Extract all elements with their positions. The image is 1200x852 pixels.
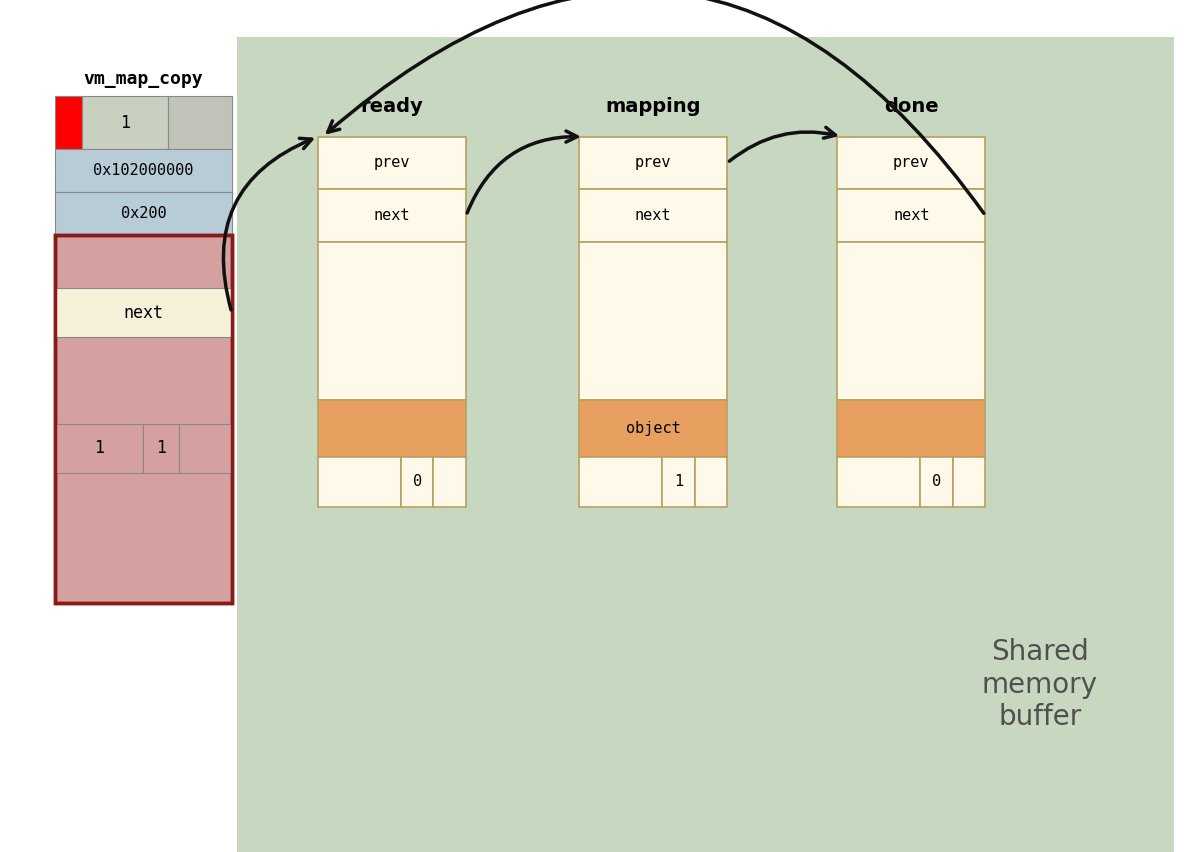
- Bar: [318, 189, 466, 242]
- Bar: [953, 457, 985, 507]
- Bar: [318, 136, 466, 189]
- Bar: [578, 457, 662, 507]
- Bar: [838, 242, 985, 400]
- Bar: [578, 189, 727, 242]
- Bar: [578, 136, 727, 189]
- Text: prev: prev: [893, 155, 930, 170]
- Bar: [838, 189, 985, 242]
- Text: mapping: mapping: [605, 96, 701, 116]
- Bar: [318, 457, 401, 507]
- Bar: [838, 400, 985, 457]
- Bar: [179, 423, 232, 473]
- Text: next: next: [124, 303, 163, 321]
- Text: next: next: [373, 208, 410, 223]
- Bar: [695, 457, 727, 507]
- Bar: [168, 96, 232, 149]
- Text: 1: 1: [120, 114, 130, 132]
- Bar: [838, 136, 985, 189]
- Bar: [401, 457, 433, 507]
- Text: next: next: [893, 208, 930, 223]
- Bar: [55, 192, 232, 235]
- Text: 0x200: 0x200: [120, 206, 166, 222]
- Text: 0: 0: [932, 475, 941, 489]
- Bar: [318, 242, 466, 400]
- Bar: [433, 457, 466, 507]
- Text: next: next: [635, 208, 671, 223]
- Bar: [143, 423, 179, 473]
- Bar: [578, 400, 727, 457]
- Text: 1: 1: [94, 440, 104, 458]
- Text: Shared
memory
buffer: Shared memory buffer: [982, 638, 1098, 731]
- Bar: [55, 149, 232, 192]
- Bar: [920, 457, 953, 507]
- Bar: [55, 235, 232, 603]
- Text: 0x102000000: 0x102000000: [94, 163, 193, 178]
- Bar: [55, 96, 82, 149]
- Bar: [55, 235, 232, 603]
- Text: ready: ready: [361, 96, 424, 116]
- Bar: [318, 400, 466, 457]
- Text: object: object: [625, 421, 680, 436]
- Bar: [82, 96, 168, 149]
- Bar: [838, 457, 920, 507]
- Bar: [55, 423, 143, 473]
- Bar: [236, 37, 1174, 852]
- Bar: [662, 457, 695, 507]
- Bar: [55, 288, 232, 337]
- Text: vm_map_copy: vm_map_copy: [84, 70, 203, 89]
- Text: prev: prev: [635, 155, 671, 170]
- Text: 1: 1: [156, 440, 166, 458]
- Text: 0: 0: [413, 475, 421, 489]
- Text: 1: 1: [673, 475, 683, 489]
- Bar: [578, 242, 727, 400]
- Text: prev: prev: [373, 155, 410, 170]
- Text: done: done: [884, 96, 938, 116]
